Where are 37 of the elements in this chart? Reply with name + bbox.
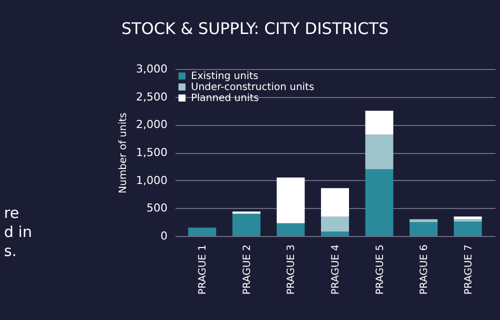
bar (276, 223, 305, 236)
bar (365, 169, 394, 236)
bar (410, 219, 438, 222)
bar (232, 214, 260, 236)
chart-title: STOCK & SUPPLY: CITY DISTRICTS (121, 19, 389, 38)
text: s. (4, 242, 17, 260)
x-tick-label: PRAGUE 1 (198, 244, 209, 295)
bar (454, 216, 482, 220)
legend-label: Existing units (191, 71, 258, 82)
y-tick-label: 2,500 (136, 90, 168, 104)
bar (321, 232, 349, 236)
bar (188, 228, 216, 236)
y-tick-label: 3,000 (136, 62, 168, 76)
bar (410, 222, 438, 236)
x-tick-label: PRAGUE 7 (463, 244, 474, 295)
x-tick-label: PRAGUE 3 (286, 244, 298, 295)
text: re (4, 204, 20, 222)
bar (321, 216, 349, 232)
x-tick-label: PRAGUE 2 (242, 244, 253, 295)
y-axis-title: Number of units (118, 112, 130, 194)
bar (276, 178, 305, 224)
bar (454, 222, 482, 236)
y-tick-label: 2,000 (136, 118, 168, 132)
legend-label: Under-construction units (191, 82, 314, 93)
y-tick-label: 0 (160, 230, 168, 242)
text: d in (4, 223, 32, 241)
bar (454, 219, 482, 222)
y-tick-label: 500 (146, 202, 168, 215)
y-tick-label: 1,500 (136, 146, 168, 159)
x-tick-label: PRAGUE 5 (374, 244, 386, 295)
x-tick-label: PRAGUE 4 (330, 244, 342, 295)
x-tick-label: PRAGUE 6 (419, 244, 430, 295)
bar (365, 110, 394, 135)
legend-label: Planned units (191, 93, 259, 104)
y-tick-label: 1,000 (136, 174, 168, 187)
bar (321, 188, 349, 217)
bar (365, 134, 394, 170)
